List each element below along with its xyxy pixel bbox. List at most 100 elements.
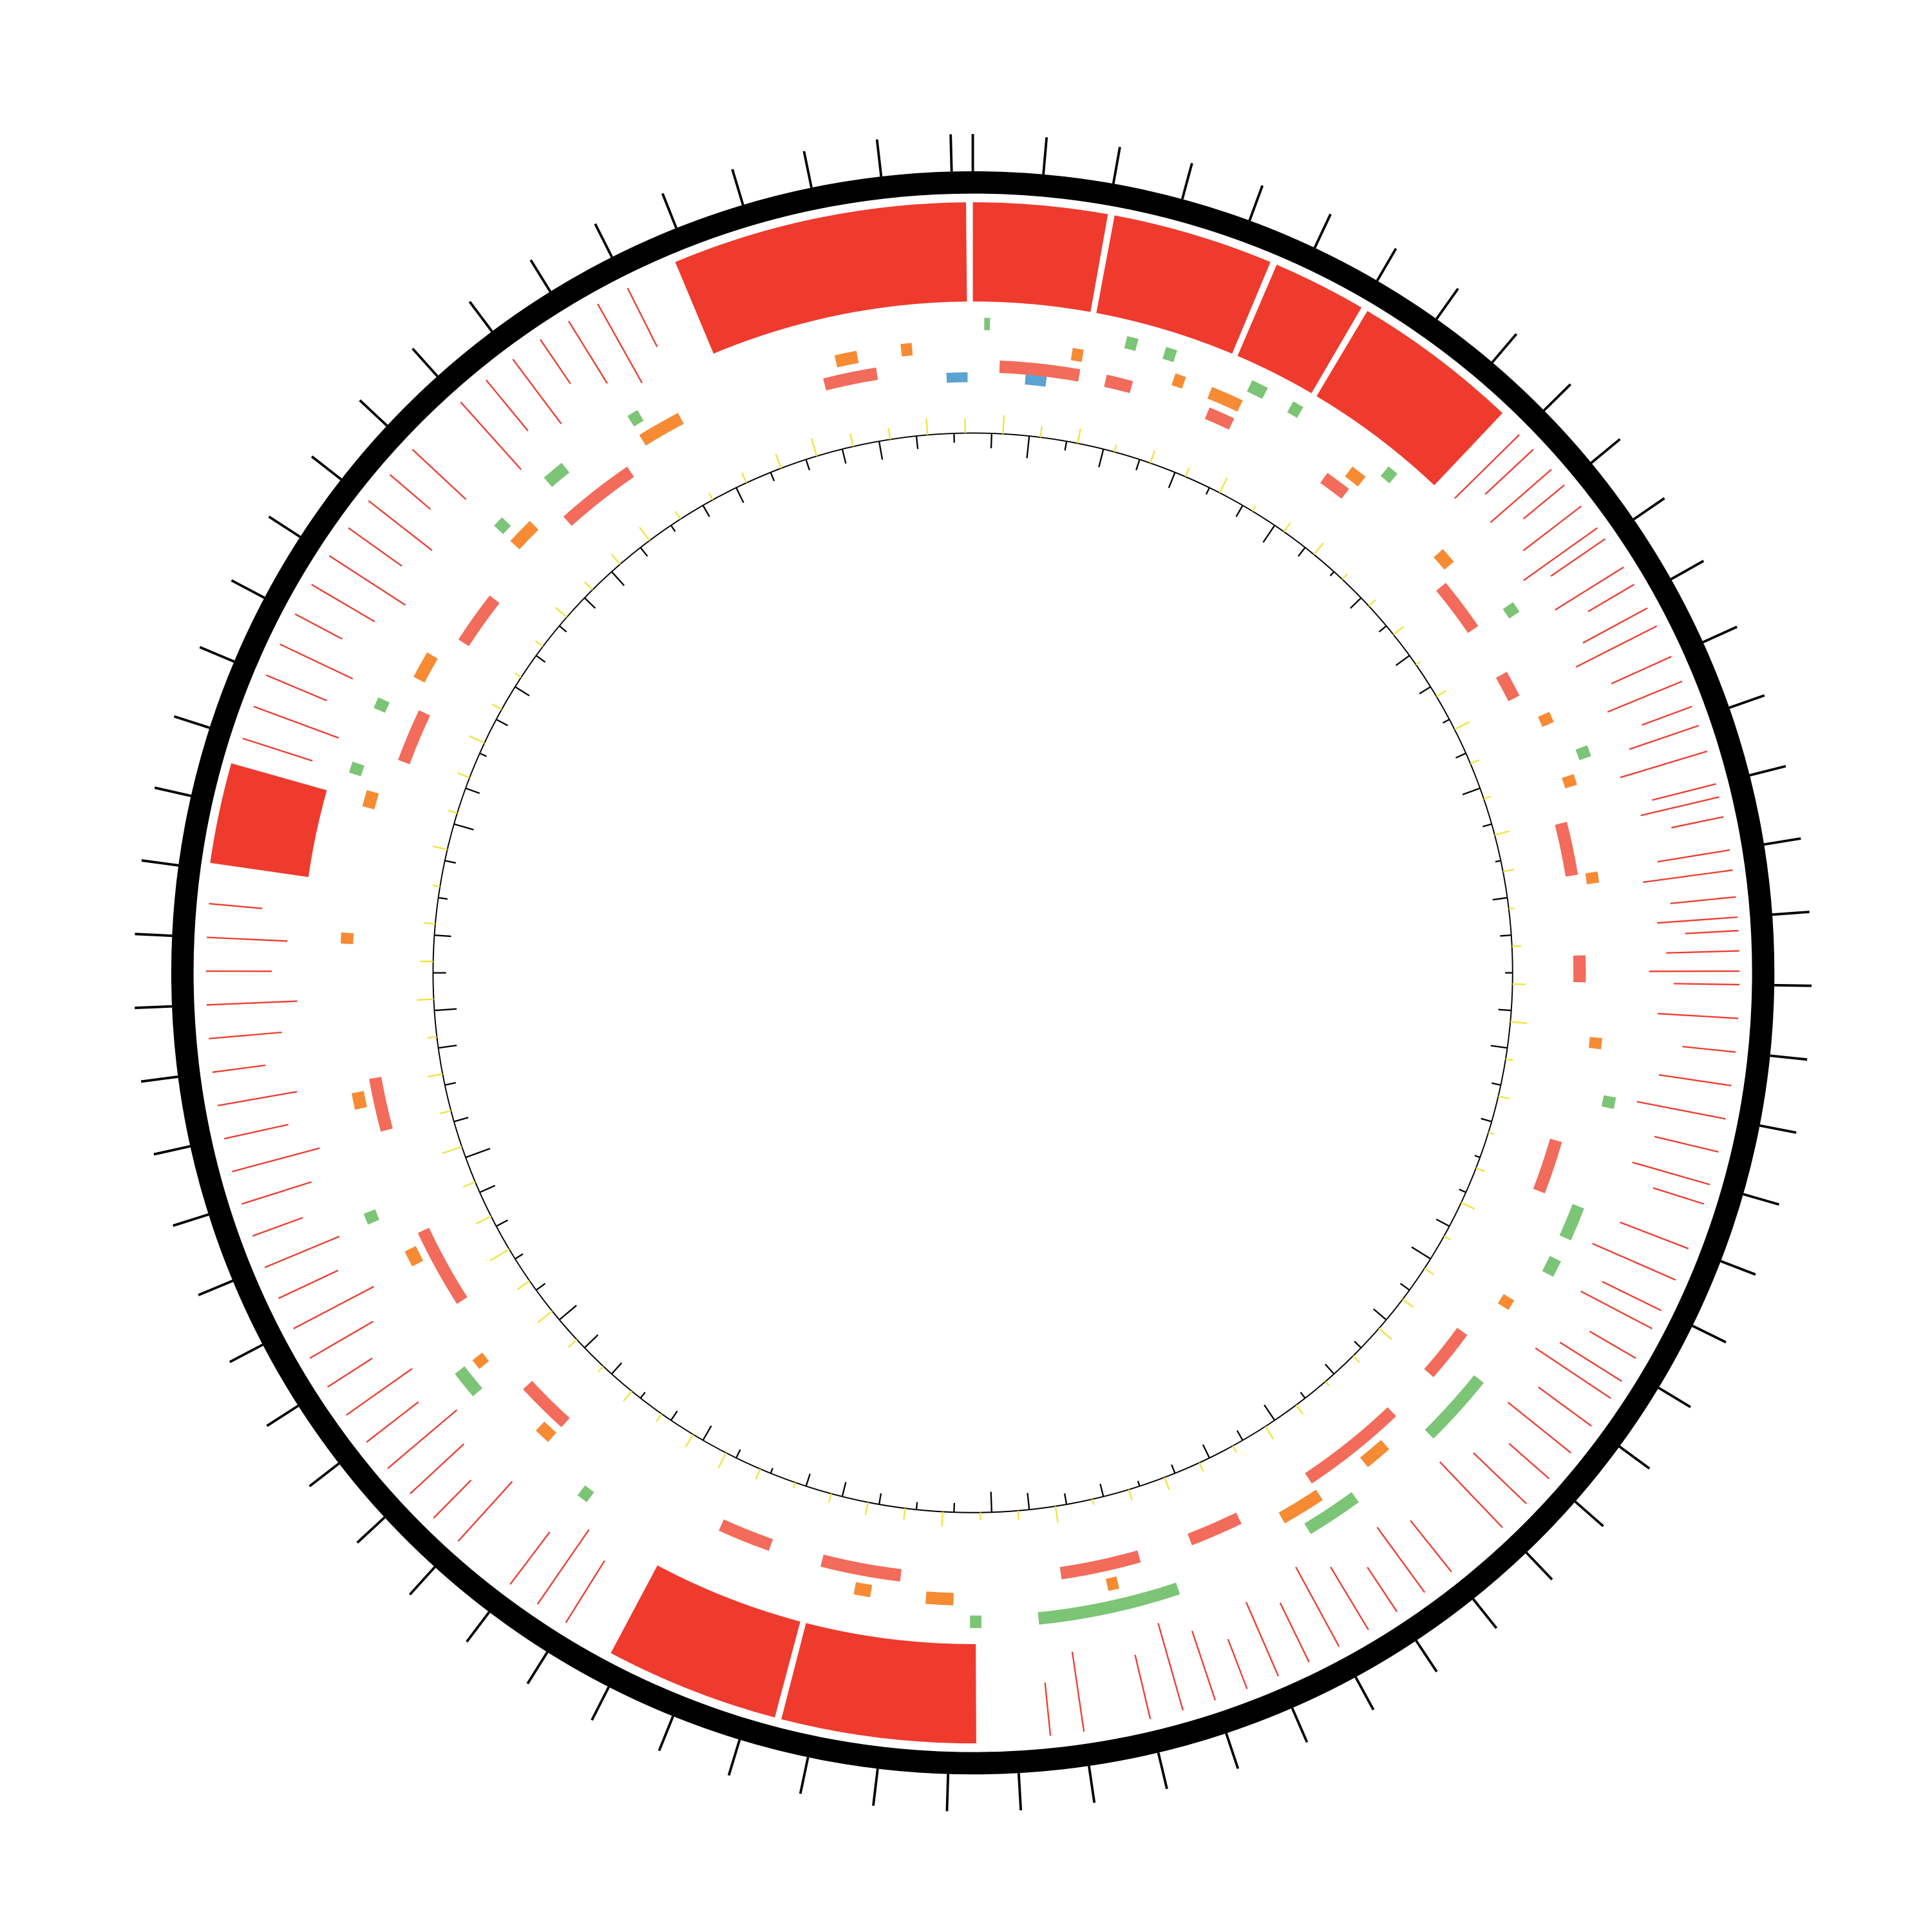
- feature-line: [217, 1090, 298, 1106]
- feature-line: [509, 1531, 551, 1585]
- histogram-bar: [1459, 1188, 1466, 1193]
- feature-block: [1345, 466, 1366, 487]
- feature-line: [1410, 1520, 1452, 1573]
- tick-mark: [135, 933, 173, 937]
- histogram-bar: [1454, 721, 1470, 730]
- histogram-bar: [915, 1502, 918, 1510]
- histogram-bar: [1354, 1340, 1362, 1349]
- histogram-bar: [611, 571, 625, 586]
- feature-line: [1611, 656, 1672, 685]
- tick-mark: [135, 1005, 173, 1010]
- feature-block: [972, 202, 1108, 312]
- feature-block: [1037, 1582, 1180, 1625]
- feature-block: [834, 350, 859, 368]
- histogram-bar: [457, 772, 470, 779]
- histogram-bar: [775, 454, 782, 469]
- feature-block: [1171, 373, 1186, 389]
- histogram-bar: [1443, 1235, 1451, 1241]
- histogram-bar: [915, 435, 919, 450]
- feature-line: [232, 1147, 320, 1173]
- feature-block: [458, 595, 500, 647]
- tick-mark: [356, 1516, 386, 1544]
- tick-mark: [198, 1280, 234, 1296]
- tick-mark: [1491, 333, 1518, 363]
- tick-mark: [875, 139, 883, 177]
- histogram-bar: [1494, 830, 1510, 836]
- tick-mark: [1042, 137, 1048, 175]
- tick-mark: [1088, 1765, 1096, 1803]
- tick-mark: [1749, 764, 1786, 777]
- tick-mark: [1658, 1387, 1691, 1408]
- tick-mark: [1415, 1640, 1438, 1672]
- feature-block: [369, 1077, 393, 1132]
- histogram-bar: [475, 1215, 491, 1225]
- tick-mark: [153, 1145, 191, 1156]
- tick-mark: [1525, 1551, 1553, 1580]
- histogram-bar: [1416, 661, 1421, 666]
- tick-mark: [266, 1405, 299, 1427]
- histogram-bar: [1508, 907, 1515, 910]
- feature-block: [823, 367, 878, 391]
- feature-block: [1204, 407, 1235, 430]
- feature-line: [1620, 750, 1707, 779]
- feature-line: [348, 527, 402, 567]
- feature-block: [1305, 1407, 1396, 1484]
- histogram-bar: [465, 1148, 491, 1159]
- feature-block: [1316, 310, 1503, 486]
- feature-line: [1439, 1461, 1503, 1528]
- histogram-bar: [793, 1482, 797, 1488]
- histogram-bar: [887, 428, 891, 440]
- histogram-bar: [432, 884, 440, 887]
- tick-mark: [1225, 1732, 1240, 1769]
- feature-block: [1495, 672, 1520, 701]
- tick-mark: [1112, 146, 1121, 184]
- tick-mark: [1720, 1260, 1756, 1276]
- feature-block: [1207, 386, 1243, 412]
- feature-block: [1573, 955, 1586, 983]
- feature-block: [1105, 1576, 1119, 1591]
- tick-mark: [154, 786, 192, 797]
- histogram-bar: [1205, 487, 1211, 495]
- histogram-bar: [670, 1410, 678, 1421]
- histogram-bar: [1378, 1327, 1392, 1340]
- feature-line: [1632, 1161, 1710, 1186]
- tick-mark: [591, 1686, 610, 1721]
- feature-line: [1454, 434, 1520, 499]
- feature-line: [1559, 1341, 1622, 1382]
- histogram-bar: [448, 810, 458, 814]
- tick-mark: [945, 1774, 950, 1812]
- feature-block: [340, 932, 354, 945]
- feature-block: [1096, 215, 1271, 354]
- feature-line: [565, 1560, 605, 1624]
- histogram-bar: [670, 525, 676, 532]
- histogram-bar: [1235, 505, 1244, 517]
- feature-block: [853, 1582, 873, 1598]
- histogram-bar: [583, 597, 596, 609]
- feature-block: [925, 1591, 954, 1605]
- histogram-bar: [1352, 1355, 1361, 1363]
- tick-mark: [1702, 625, 1738, 643]
- feature-block: [544, 462, 570, 488]
- feature-block: [1575, 745, 1591, 761]
- feature-line: [252, 1217, 303, 1237]
- tick-mark: [872, 1768, 879, 1806]
- feature-line: [1658, 1012, 1739, 1019]
- histogram-bar: [1113, 444, 1117, 453]
- histogram-bar: [1098, 449, 1104, 468]
- tick-mark: [1543, 383, 1572, 412]
- feature-line: [1657, 849, 1730, 863]
- feature-block: [1588, 1037, 1602, 1050]
- histogram-bar: [516, 1280, 531, 1291]
- feature-line: [486, 379, 529, 431]
- feature-block: [362, 790, 379, 810]
- tick-mark: [731, 169, 744, 205]
- histogram-bar: [1298, 547, 1306, 557]
- feature-block: [1162, 346, 1177, 363]
- histogram-bar: [515, 1253, 524, 1260]
- histogram-bar: [1002, 415, 1005, 434]
- feature-line: [1682, 1045, 1736, 1053]
- histogram-bar: [639, 547, 649, 557]
- feature-block: [1380, 466, 1397, 484]
- feature-line: [457, 1481, 513, 1542]
- histogram-bar: [479, 752, 487, 757]
